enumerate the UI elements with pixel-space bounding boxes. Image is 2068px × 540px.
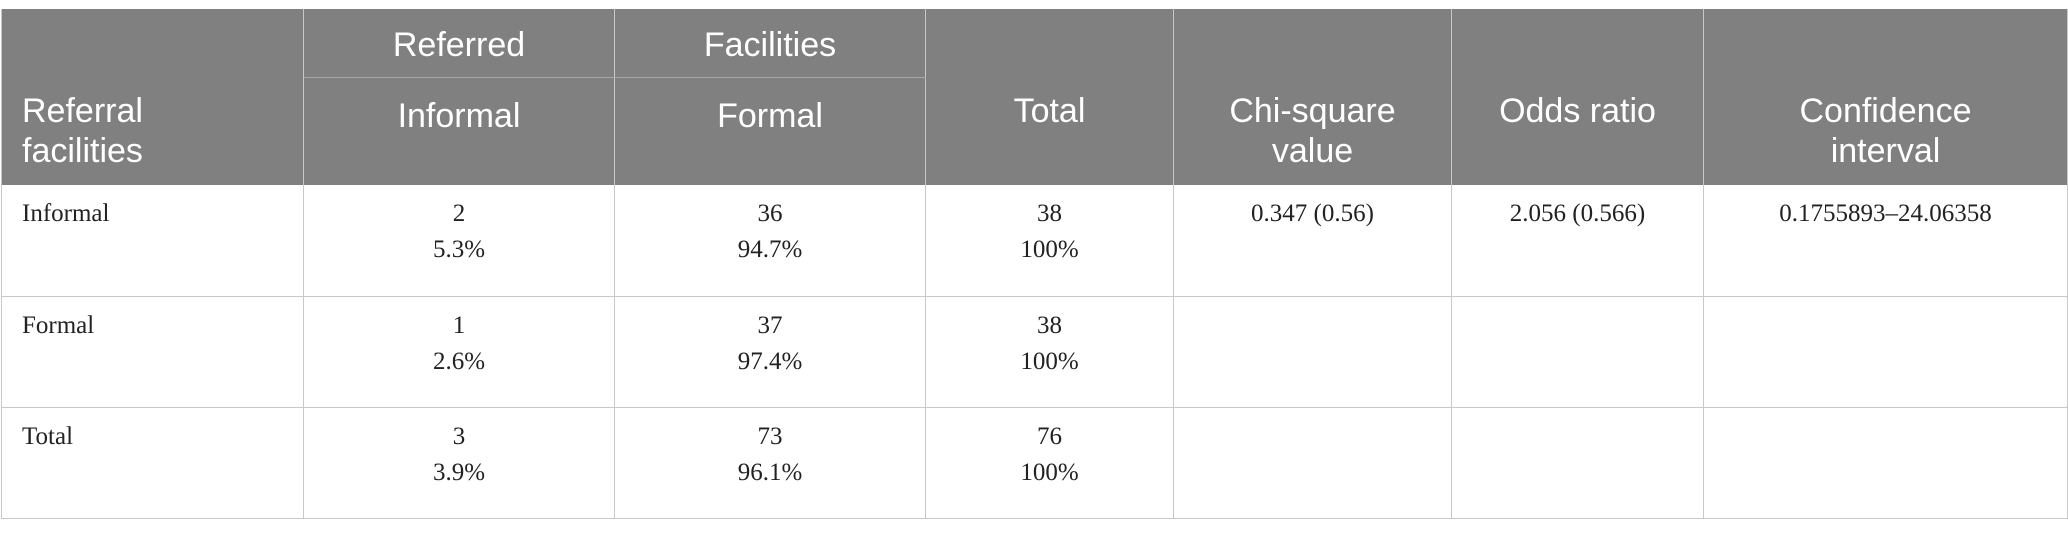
cell-count: 37: [757, 311, 783, 339]
cell-informal: 2 5.3%: [303, 185, 615, 297]
header-total-label: Total: [1013, 92, 1086, 130]
header-odds-ratio-label: Odds ratio: [1499, 92, 1656, 130]
cell-percent: 3.9%: [432, 458, 486, 486]
table-row: Formal 1 2.6% 37 97.4% 38 100%: [1, 295, 2068, 408]
cell-count: 76: [1037, 422, 1062, 450]
cell-count: 1: [452, 311, 466, 339]
cell-chi-square: [1173, 406, 1452, 519]
header-referral-facilities: Referral facilities: [1, 9, 304, 185]
cell-total: 38 100%: [925, 295, 1174, 408]
table-body: Informal 2 5.3% 36 94.7% 38 100% 0.347 (0.5…: [1, 185, 2068, 519]
referral-crosstab-table: Referral facilities Referred Facilities …: [1, 9, 2068, 519]
header-referral-facilities-label: Referral facilities: [22, 92, 143, 170]
header-odds-ratio: Odds ratio: [1451, 9, 1704, 185]
cell-percent: 5.3%: [432, 236, 486, 263]
header-chi-square-label: Chi-square value: [1229, 92, 1396, 170]
cell-percent: 96.1%: [737, 458, 803, 486]
cell-percent: 2.6%: [432, 347, 486, 375]
cell-count: 3: [452, 422, 466, 450]
row-label: Total: [1, 406, 304, 519]
cell-confidence-interval: [1703, 406, 2068, 519]
cell-count: 2: [452, 200, 466, 227]
cell-formal: 37 97.4%: [614, 295, 926, 408]
cell-chi-square: [1173, 295, 1452, 408]
cell-informal: 1 2.6%: [303, 295, 615, 408]
cell-odds-ratio: [1451, 406, 1704, 519]
header-facilities-group: Facilities: [614, 9, 926, 78]
header-total: Total: [925, 9, 1174, 185]
table-container: Referral facilities Referred Facilities …: [0, 9, 2068, 519]
row-label: Informal: [1, 185, 304, 297]
table-header: Referral facilities Referred Facilities …: [1, 9, 2068, 185]
cell-percent: 100%: [1020, 458, 1079, 486]
cell-percent: 100%: [1020, 236, 1079, 263]
header-informal: Informal: [303, 77, 615, 185]
cell-confidence-interval: [1703, 295, 2068, 408]
cell-total: 76 100%: [925, 406, 1174, 519]
table-row: Informal 2 5.3% 36 94.7% 38 100% 0.347 (0.5…: [1, 185, 2068, 297]
table-row: Total 3 3.9% 73 96.1% 76 100%: [1, 406, 2068, 519]
cell-odds-ratio: 2.056 (0.566): [1451, 185, 1704, 297]
header-chi-square: Chi-square value: [1173, 9, 1452, 185]
cell-confidence-interval: 0.1755893–24.06358: [1703, 185, 2068, 297]
cell-percent: 97.4%: [737, 347, 803, 375]
cell-total: 38 100%: [925, 185, 1174, 297]
cell-percent: 94.7%: [737, 236, 803, 263]
cell-count: 38: [1037, 200, 1062, 227]
cell-formal: 73 96.1%: [614, 406, 926, 519]
cell-count: 73: [757, 422, 783, 450]
row-label: Formal: [1, 295, 304, 408]
cell-percent: 100%: [1020, 347, 1079, 375]
header-formal: Formal: [614, 77, 926, 185]
cell-count: 38: [1037, 311, 1062, 339]
header-referred-group: Referred: [303, 9, 615, 78]
cell-informal: 3 3.9%: [303, 406, 615, 519]
cell-chi-square: 0.347 (0.56): [1173, 185, 1452, 297]
cell-count: 36: [757, 200, 783, 227]
header-confidence-interval-label: Confidence interval: [1799, 92, 1972, 170]
cell-odds-ratio: [1451, 295, 1704, 408]
cell-formal: 36 94.7%: [614, 185, 926, 297]
header-confidence-interval: Confidence interval: [1703, 9, 2068, 185]
